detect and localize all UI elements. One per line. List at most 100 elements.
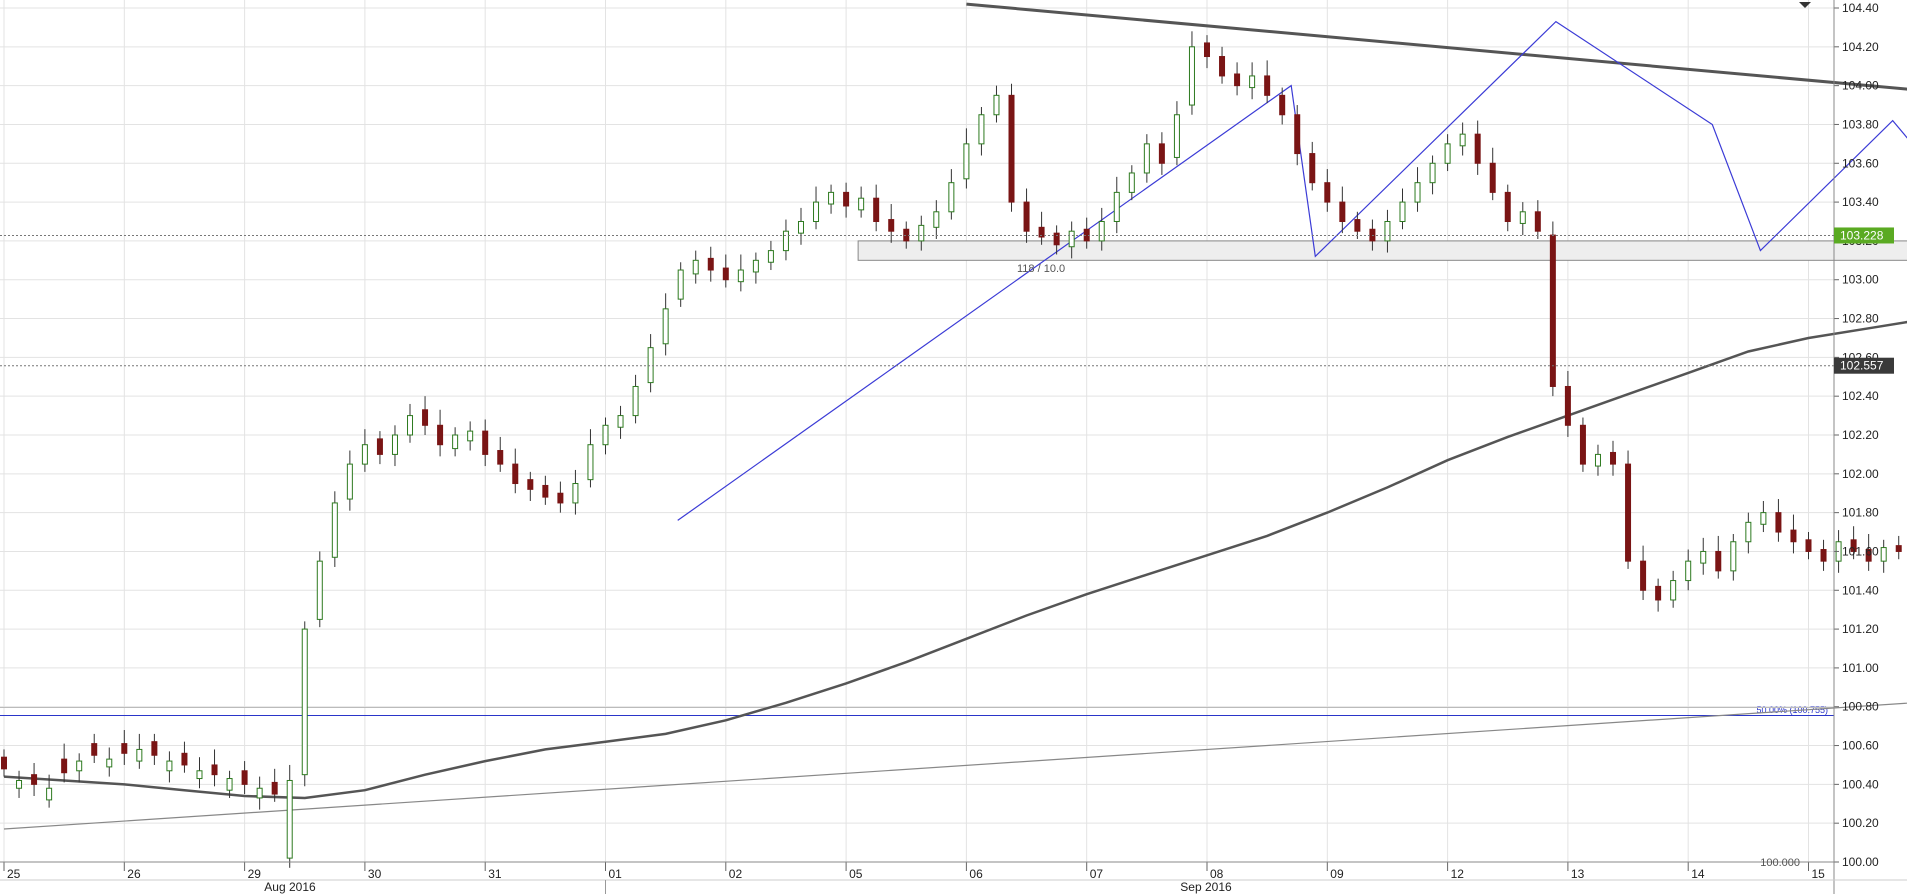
candle-body <box>497 450 504 465</box>
candle-body <box>301 628 308 776</box>
candle-body <box>121 743 128 754</box>
candle-body <box>181 752 188 766</box>
candle-body <box>1640 560 1647 591</box>
candle-body <box>1790 529 1797 543</box>
candle-body <box>1760 512 1767 525</box>
candle-body <box>752 259 759 273</box>
candle-body <box>1610 451 1617 465</box>
candle-body <box>767 250 774 263</box>
candlestick-series <box>1 31 1902 868</box>
candle-body <box>993 94 1000 116</box>
month-label-aug: Aug 2016 <box>264 880 316 894</box>
y-tick-label: 104.20 <box>1842 40 1879 54</box>
candle-body <box>813 201 820 223</box>
month-label-sep: Sep 2016 <box>1180 880 1232 894</box>
x-tick-label: 06 <box>969 867 983 881</box>
x-tick-label: 15 <box>1812 867 1826 881</box>
candle-body <box>527 479 534 490</box>
candle-body <box>948 182 955 213</box>
price-tag-label: 102.557 <box>1840 359 1884 373</box>
candle-body <box>1143 143 1150 174</box>
candle-body <box>632 385 639 417</box>
x-tick-label: 01 <box>609 867 623 881</box>
candle-body <box>1384 221 1391 242</box>
candle-body <box>1173 114 1180 158</box>
x-tick-label: 09 <box>1330 867 1344 881</box>
candle-body <box>1625 463 1632 562</box>
price-tag-box <box>1834 227 1894 244</box>
candle-body <box>1309 153 1316 184</box>
x-tick-label: 14 <box>1691 867 1705 881</box>
candle-body <box>662 308 669 345</box>
candle-body <box>722 267 729 281</box>
candle-body <box>1820 549 1827 562</box>
candle-body <box>1324 182 1331 203</box>
y-tick-label: 104.40 <box>1842 1 1879 15</box>
candle-body <box>1264 75 1271 96</box>
time-axis[interactable]: Aug 2016 Sep 2016 25 26 29 30 31 01 02 05 06 07 08… <box>0 861 1907 894</box>
candle-body <box>391 434 398 455</box>
x-tick-label: 12 <box>1451 867 1465 881</box>
price-axis[interactable]: 104.40 104.20 104.00 103.80 103.60 103.40 103.… <box>1833 0 1879 894</box>
candle-body <box>166 760 173 772</box>
candle-body <box>1339 201 1346 223</box>
y-tick-label: 101.60 <box>1842 544 1879 558</box>
candle-body <box>858 197 865 211</box>
x-tick-label: 29 <box>248 867 262 881</box>
y-tick-label: 100.00 <box>1842 855 1879 869</box>
x-tick-label: 07 <box>1090 867 1104 881</box>
y-tick-label: 100.80 <box>1842 700 1879 714</box>
support-zone <box>857 240 1907 261</box>
candle-body <box>918 224 925 242</box>
moving_average-line <box>3 320 1907 800</box>
x-tick-label: 08 <box>1210 867 1224 881</box>
price-tags: 103.228 102.557 <box>0 227 1894 374</box>
candle-body <box>452 434 459 450</box>
x-tick-label: 25 <box>7 867 21 881</box>
candle-body <box>602 424 609 446</box>
candle-body <box>1023 201 1030 232</box>
candle-body <box>1399 201 1406 223</box>
candle-body <box>361 444 368 465</box>
candle-body <box>888 219 895 232</box>
candle-body <box>136 748 143 762</box>
candle-body <box>1534 211 1541 232</box>
y-tick-label: 101.20 <box>1842 622 1879 636</box>
candle-body <box>1414 182 1421 203</box>
collapse-arrow-icon[interactable] <box>1799 2 1811 8</box>
candle-body <box>316 560 323 620</box>
x-tick-label: 02 <box>729 867 743 881</box>
x-tick-label: 26 <box>127 867 141 881</box>
x-tick-label: 13 <box>1571 867 1585 881</box>
candle-body <box>1113 191 1120 223</box>
candle-body <box>1279 94 1286 116</box>
candle-body <box>271 781 278 795</box>
candle-body <box>151 741 158 756</box>
candle-body <box>16 779 23 789</box>
candle-body <box>1234 73 1241 87</box>
candle-body <box>1865 549 1872 562</box>
y-tick-label: 102.80 <box>1842 312 1879 326</box>
candle-body <box>617 415 624 428</box>
candle-body <box>1429 162 1436 184</box>
candle-body <box>1594 453 1601 467</box>
candle-body <box>1805 539 1812 552</box>
candle-body <box>978 114 985 145</box>
candle-body <box>196 770 203 780</box>
y-tick-label: 101.40 <box>1842 583 1879 597</box>
y-tick-label: 104.00 <box>1842 79 1879 93</box>
zone-rect <box>857 240 1907 261</box>
zone-label: 118 / 10.0 <box>1017 263 1065 275</box>
candle-body <box>331 502 338 558</box>
candle-body <box>422 409 429 426</box>
candle-body <box>376 438 383 455</box>
y-tick-label: 103.40 <box>1842 195 1879 209</box>
candle-body <box>1204 42 1210 58</box>
candle-body <box>1895 545 1902 552</box>
candle-body <box>1474 133 1481 164</box>
candle-body <box>647 347 654 384</box>
candle-body <box>1128 172 1135 193</box>
candle-body <box>1188 46 1195 106</box>
